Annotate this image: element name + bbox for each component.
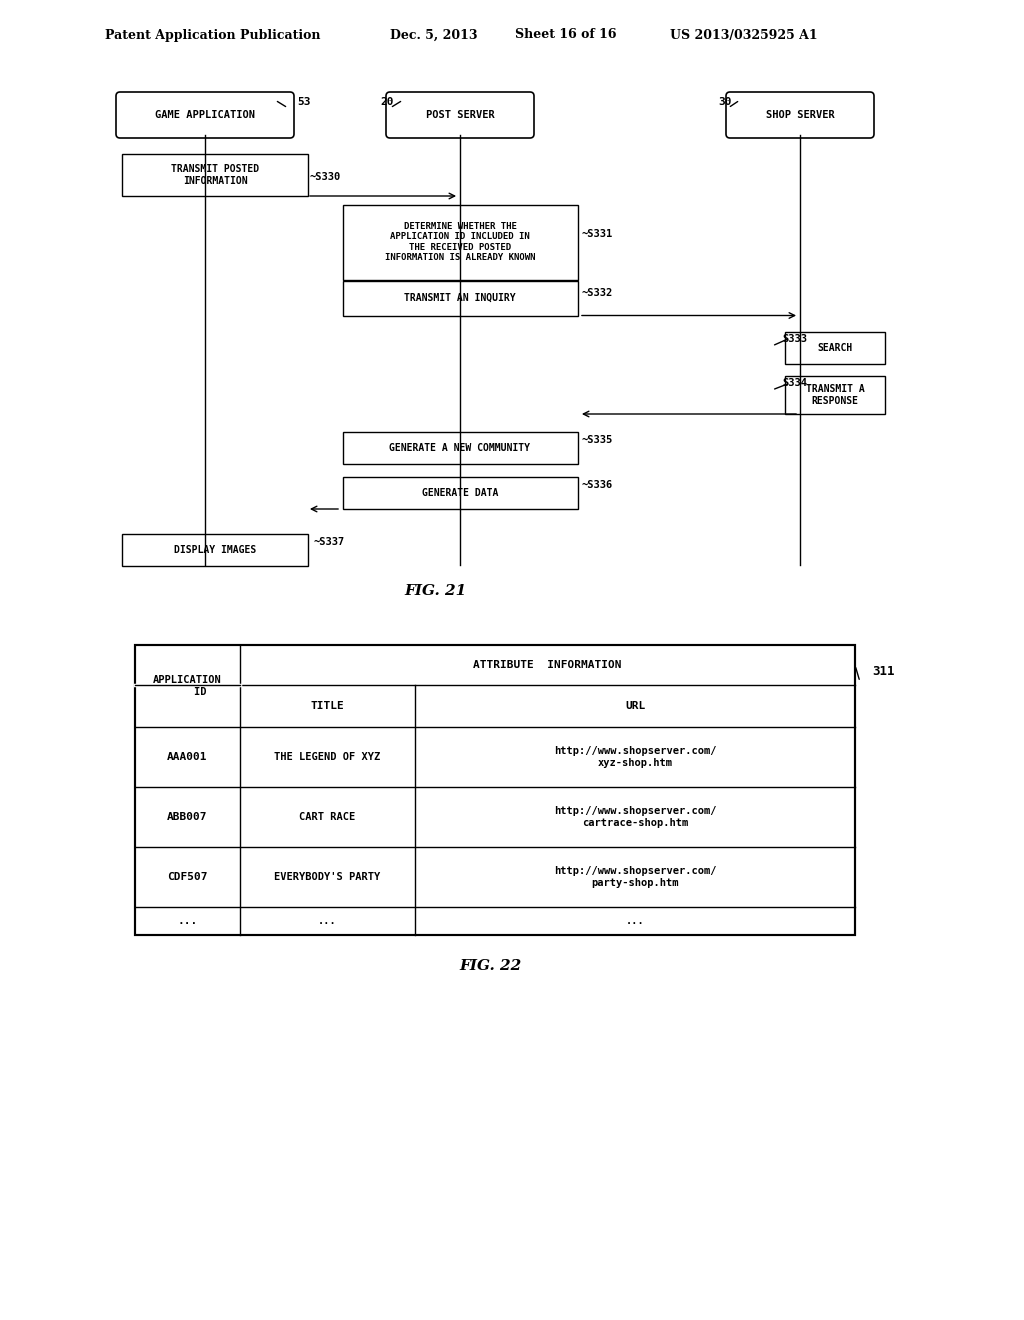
Text: ...: ... xyxy=(626,916,644,927)
Text: ...: ... xyxy=(177,916,198,927)
Text: ~S331: ~S331 xyxy=(582,228,613,239)
FancyBboxPatch shape xyxy=(785,333,885,364)
Text: ATTRIBUTE  INFORMATION: ATTRIBUTE INFORMATION xyxy=(473,660,622,671)
Text: FIG. 21: FIG. 21 xyxy=(403,583,466,598)
Text: APPLICATION
    ID: APPLICATION ID xyxy=(154,676,222,697)
Bar xyxy=(135,645,855,935)
Text: GAME APPLICATION: GAME APPLICATION xyxy=(155,110,255,120)
Text: FIG. 22: FIG. 22 xyxy=(459,960,521,973)
Text: TRANSMIT POSTED
INFORMATION: TRANSMIT POSTED INFORMATION xyxy=(171,164,259,186)
Text: DETERMINE WHETHER THE
APPLICATION ID INCLUDED IN
THE RECEIVED POSTED
INFORMATION: DETERMINE WHETHER THE APPLICATION ID INC… xyxy=(385,222,536,263)
Text: S333: S333 xyxy=(782,334,807,345)
Text: SEARCH: SEARCH xyxy=(817,343,853,352)
FancyBboxPatch shape xyxy=(116,92,294,139)
Text: ABB007: ABB007 xyxy=(167,812,208,822)
FancyBboxPatch shape xyxy=(386,92,534,139)
Text: ~S337: ~S337 xyxy=(313,537,344,546)
Text: 53: 53 xyxy=(297,96,310,107)
Text: http://www.shopserver.com/
xyz-shop.htm: http://www.shopserver.com/ xyz-shop.htm xyxy=(554,746,716,768)
FancyBboxPatch shape xyxy=(123,154,307,195)
FancyBboxPatch shape xyxy=(123,535,307,566)
Text: TITLE: TITLE xyxy=(310,701,344,711)
Text: http://www.shopserver.com/
cartrace-shop.htm: http://www.shopserver.com/ cartrace-shop… xyxy=(554,807,716,828)
Text: Patent Application Publication: Patent Application Publication xyxy=(105,29,321,41)
Text: CDF507: CDF507 xyxy=(167,873,208,882)
Text: Dec. 5, 2013: Dec. 5, 2013 xyxy=(390,29,477,41)
FancyBboxPatch shape xyxy=(342,281,578,315)
Text: 30: 30 xyxy=(718,96,731,107)
Bar xyxy=(135,645,855,935)
Text: SHOP SERVER: SHOP SERVER xyxy=(766,110,835,120)
Text: URL: URL xyxy=(625,701,645,711)
Text: ~S332: ~S332 xyxy=(582,288,613,298)
Text: TRANSMIT A
RESPONSE: TRANSMIT A RESPONSE xyxy=(806,384,864,405)
Text: THE LEGEND OF XYZ: THE LEGEND OF XYZ xyxy=(274,752,381,762)
FancyBboxPatch shape xyxy=(726,92,874,139)
Text: S334: S334 xyxy=(782,378,807,388)
Text: CART RACE: CART RACE xyxy=(299,812,355,822)
Text: 311: 311 xyxy=(872,665,895,678)
Text: ~S335: ~S335 xyxy=(582,436,613,445)
Text: GENERATE DATA: GENERATE DATA xyxy=(422,488,499,498)
FancyBboxPatch shape xyxy=(785,376,885,414)
Text: TRANSMIT AN INQUIRY: TRANSMIT AN INQUIRY xyxy=(404,293,516,304)
Text: AAA001: AAA001 xyxy=(167,752,208,762)
Text: US 2013/0325925 A1: US 2013/0325925 A1 xyxy=(670,29,817,41)
Text: ~S336: ~S336 xyxy=(582,480,613,490)
Text: EVERYBODY'S PARTY: EVERYBODY'S PARTY xyxy=(274,873,381,882)
Text: ...: ... xyxy=(318,916,337,927)
Text: GENERATE A NEW COMMUNITY: GENERATE A NEW COMMUNITY xyxy=(389,444,530,453)
Text: 20: 20 xyxy=(380,96,393,107)
FancyBboxPatch shape xyxy=(342,432,578,465)
FancyBboxPatch shape xyxy=(342,205,578,280)
Text: Sheet 16 of 16: Sheet 16 of 16 xyxy=(515,29,616,41)
Text: http://www.shopserver.com/
party-shop.htm: http://www.shopserver.com/ party-shop.ht… xyxy=(554,866,716,888)
Text: DISPLAY IMAGES: DISPLAY IMAGES xyxy=(174,545,256,554)
FancyBboxPatch shape xyxy=(342,477,578,510)
Text: POST SERVER: POST SERVER xyxy=(426,110,495,120)
Text: ~S330: ~S330 xyxy=(310,172,341,182)
